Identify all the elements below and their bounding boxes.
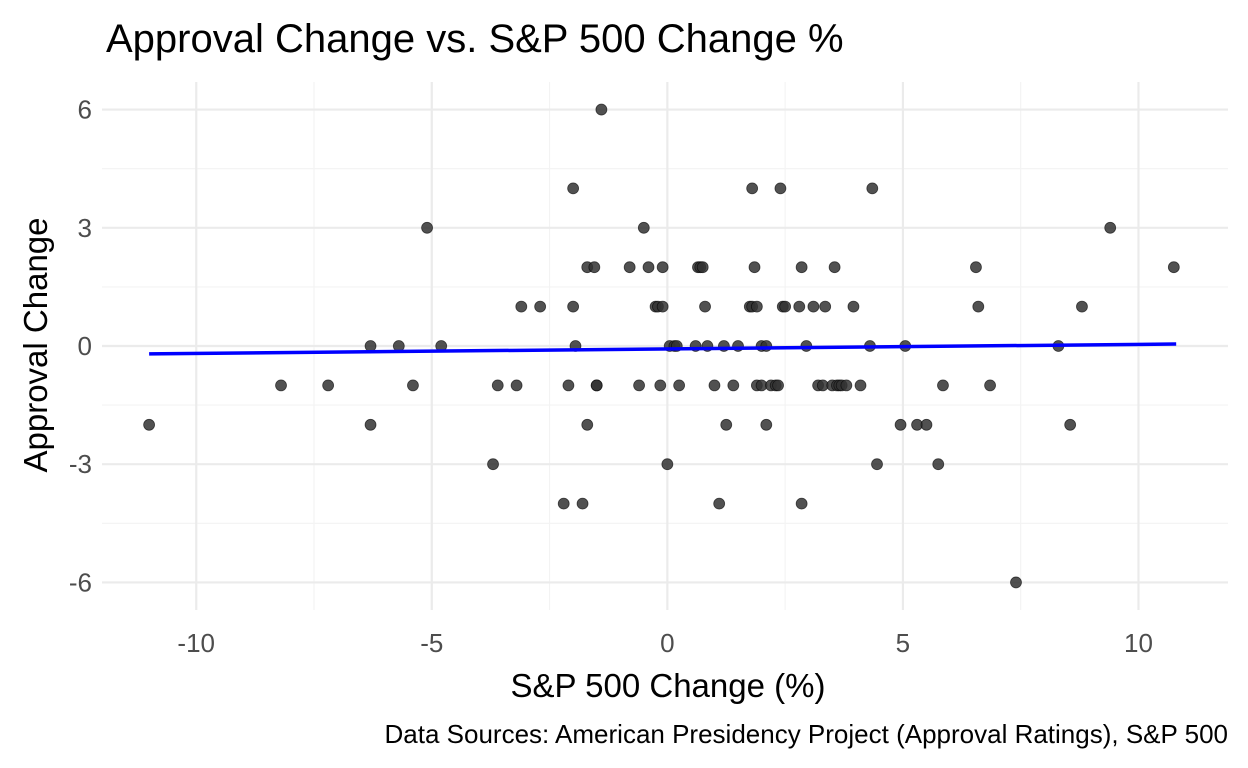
data-point: [1104, 221, 1117, 234]
data-point: [727, 379, 740, 392]
y-tick-label: 0: [78, 331, 92, 361]
data-point: [588, 261, 601, 274]
minor-gridlines: [102, 82, 1228, 610]
data-point: [871, 458, 883, 471]
data-point: [364, 418, 377, 431]
y-tick-label: -3: [69, 449, 92, 479]
data-point: [866, 182, 879, 195]
y-tick-label: 6: [78, 95, 92, 125]
data-point: [322, 379, 335, 392]
data-point: [656, 300, 669, 313]
y-tick-label: 3: [78, 213, 92, 243]
data-point: [275, 379, 287, 392]
data-point: [920, 418, 933, 431]
data-point: [1076, 300, 1088, 313]
data-point: [840, 379, 853, 392]
data-point: [487, 458, 499, 471]
data-point: [642, 261, 655, 274]
data-point: [581, 418, 594, 431]
data-point: [720, 418, 733, 431]
data-point: [779, 300, 792, 313]
x-tick-label: 10: [1124, 628, 1153, 658]
data-point: [364, 340, 377, 352]
data-point: [774, 182, 787, 195]
data-point: [795, 497, 808, 510]
y-axis-title: Approval Change: [17, 217, 54, 472]
data-point: [576, 497, 589, 510]
data-point: [937, 379, 949, 392]
y-axis-tick-labels: 6 3 0 -3 -6: [69, 95, 92, 598]
data-point: [633, 379, 645, 392]
data-point: [510, 379, 523, 392]
x-tick-label: 5: [896, 628, 910, 658]
x-tick-label: -10: [177, 628, 215, 658]
data-point: [491, 379, 504, 392]
data-point: [143, 418, 156, 431]
data-point: [760, 418, 773, 431]
data-point: [654, 379, 667, 392]
data-point: [750, 300, 763, 313]
data-point: [713, 497, 726, 510]
data-point: [972, 300, 985, 313]
x-tick-label: 0: [660, 628, 674, 658]
data-point: [760, 340, 773, 352]
data-point: [567, 182, 580, 195]
data-point: [828, 261, 841, 274]
data-point: [515, 300, 528, 313]
data-point: [567, 300, 580, 313]
data-point: [970, 261, 982, 274]
data-point: [854, 379, 867, 392]
chart-title: Approval Change vs. S&P 500 Change %: [106, 17, 844, 61]
data-point: [421, 221, 433, 234]
data-point: [984, 379, 996, 392]
data-point: [637, 221, 650, 234]
data-point: [673, 379, 686, 392]
data-point: [894, 418, 907, 431]
data-point: [1064, 418, 1077, 431]
data-point: [932, 458, 945, 471]
data-point: [595, 103, 608, 116]
data-point: [748, 261, 761, 274]
data-point: [772, 379, 784, 392]
data-point: [1167, 261, 1180, 274]
x-axis-title: S&P 500 Change (%): [511, 667, 826, 704]
data-point: [534, 300, 547, 313]
x-axis-tick-labels: -10 -5 0 5 10: [177, 628, 1153, 658]
data-source-caption: Data Sources: American Presidency Projec…: [385, 719, 1228, 749]
data-point: [562, 379, 575, 392]
plot-panel: [102, 82, 1228, 610]
data-point: [623, 261, 636, 274]
y-tick-label: -6: [69, 567, 92, 597]
data-point: [708, 379, 721, 392]
data-points: [143, 103, 1180, 589]
data-point: [793, 300, 806, 313]
data-point: [557, 497, 570, 510]
data-point: [407, 379, 419, 392]
data-point: [699, 300, 711, 313]
data-point: [746, 182, 759, 195]
data-point: [807, 300, 820, 313]
data-point: [847, 300, 860, 313]
data-point: [590, 379, 603, 392]
data-point: [795, 261, 808, 274]
x-tick-label: -5: [420, 628, 443, 658]
data-point: [819, 300, 832, 313]
trend-line: [149, 342, 1177, 356]
trend-line-layer: [149, 342, 1177, 356]
data-point: [656, 261, 669, 274]
data-point: [1010, 576, 1022, 589]
data-point: [696, 261, 709, 274]
data-point: [661, 458, 674, 471]
